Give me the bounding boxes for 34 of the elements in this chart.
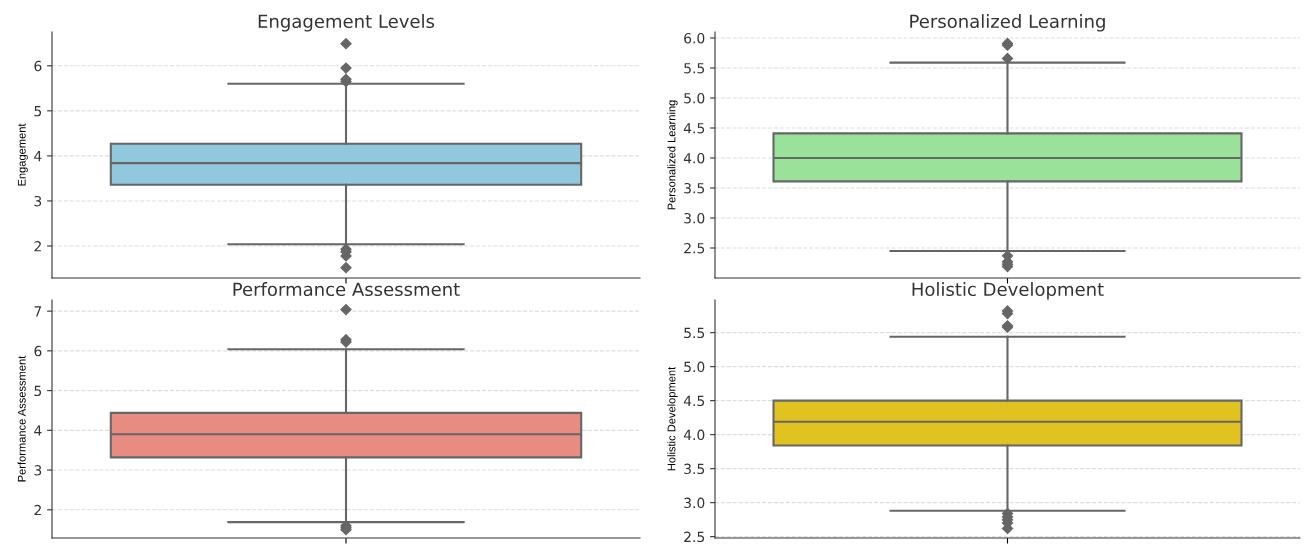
- y-tick-label: 3: [34, 195, 42, 207]
- y-tick-label: 3.5: [684, 463, 705, 475]
- y-tick-label: 4.5: [683, 123, 705, 134]
- y-tick-label: 2: [34, 240, 41, 252]
- y-tick-label: 5.0: [684, 92, 705, 104]
- chart-title: Engagement Levels: [258, 14, 435, 32]
- y-tick-label: 7: [34, 306, 42, 317]
- y-axis-title: Personalized Learning: [667, 100, 678, 210]
- chart-title: Personalized Learning: [910, 14, 1105, 32]
- y-tick-label: 4.5: [683, 395, 705, 407]
- y-tick-label: 5: [34, 106, 42, 117]
- chart-title: Holistic Development: [912, 282, 1104, 300]
- y-tick-label: 5.5: [684, 63, 705, 74]
- y-tick-label: 5: [34, 385, 42, 397]
- y-tick-label: 6.0: [684, 32, 705, 44]
- y-tick-label: 2: [34, 504, 41, 516]
- y-tick-label: 3: [34, 465, 42, 476]
- y-tick-label: 3.0: [684, 212, 705, 224]
- y-tick-label: 4: [34, 425, 42, 436]
- y-axis-title: Engagement: [17, 123, 28, 186]
- y-tick-label: 3.5: [684, 182, 705, 194]
- y-axis-title: Holistic Development: [667, 366, 678, 471]
- y-tick-label: 2.5: [684, 531, 705, 543]
- y-tick-label: 6: [34, 345, 42, 357]
- y-tick-label: 4: [34, 151, 42, 162]
- y-tick-label: 4.0: [683, 429, 705, 441]
- y-tick-label: 3.0: [684, 497, 705, 509]
- chart-title: Performance Assessment: [233, 282, 460, 297]
- y-axis-title: Performance Assessment: [17, 355, 26, 482]
- y-tick-label: 6: [34, 60, 42, 72]
- y-tick-label: 5.0: [684, 361, 705, 373]
- y-tick-label: 5.5: [684, 327, 705, 339]
- y-tick-label: 2.5: [684, 242, 705, 254]
- y-tick-label: 4.0: [683, 152, 705, 164]
